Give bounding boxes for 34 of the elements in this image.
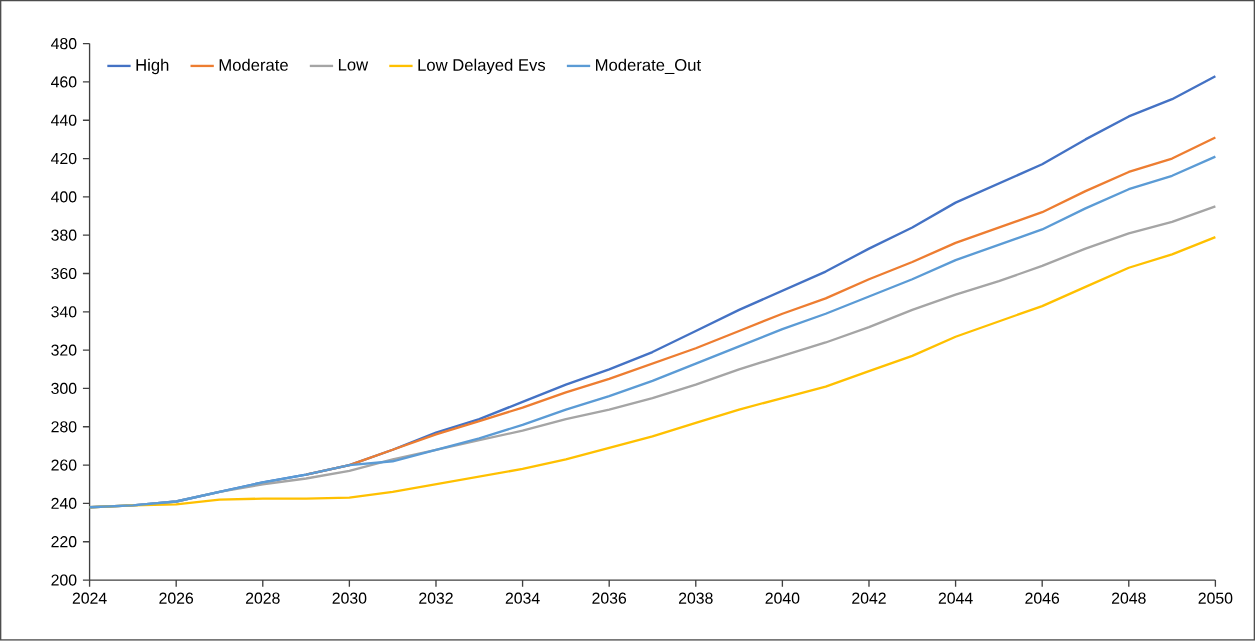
x-tick-label: 2044 [938,592,973,604]
x-tick-label: 2038 [678,592,713,604]
y-tick-label: 260 [51,459,77,471]
y-tick-label: 220 [51,536,77,548]
y-tick-label: 460 [51,76,77,88]
legend-label: Moderate_Out [596,58,701,75]
x-tick-label: 2048 [1111,592,1146,604]
y-tick-label: 480 [51,38,77,50]
x-tick-label: 2042 [852,592,886,604]
y-tick-label: 240 [51,497,77,510]
x-tick-label: 2040 [765,592,800,604]
y-tick-label: 380 [51,229,77,241]
y-tick-label: 400 [51,191,77,203]
y-tick-label: 440 [51,114,77,127]
x-tick-label: 2030 [332,592,367,604]
x-tick-label: 2050 [1198,592,1233,604]
y-tick-label: 300 [51,383,77,395]
x-tick-label: 2034 [505,592,540,604]
legend-label: Low [338,59,369,71]
x-tick-label: 2036 [592,592,627,604]
y-tick-label: 200 [51,574,77,586]
x-tick-label: 2024 [72,592,107,604]
y-tick-label: 360 [51,268,77,280]
y-tick-label: 320 [51,344,77,356]
legend-label: Moderate [219,58,288,72]
x-tick-label: 2026 [159,592,194,604]
y-tick-label: 340 [51,306,77,318]
y-tick-label: 280 [51,421,77,433]
x-tick-label: 2032 [419,592,453,604]
y-tick-label: 420 [51,153,77,165]
legend-label: Low Delayed Evs [418,58,546,75]
x-tick-label: 2028 [245,592,280,604]
legend-label: High [136,58,169,75]
x-tick-label: 2046 [1025,592,1060,604]
